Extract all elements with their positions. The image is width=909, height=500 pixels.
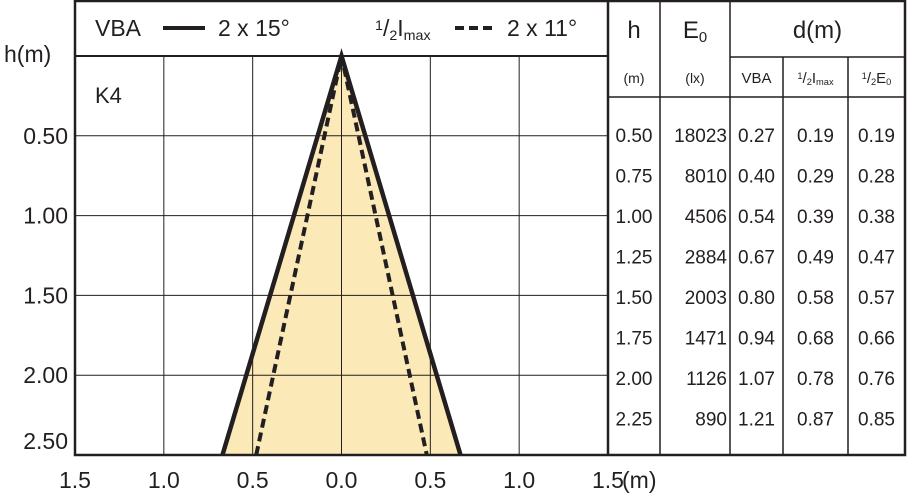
table-unit-part: 1 bbox=[862, 71, 867, 81]
table-header: d(m) bbox=[793, 17, 842, 44]
table-cell: 0.27 bbox=[738, 126, 775, 147]
table-cell: 0.28 bbox=[858, 167, 895, 188]
table-cell: 0.75 bbox=[616, 167, 653, 188]
table-cell: 1.25 bbox=[616, 248, 653, 269]
table-cell: 1.00 bbox=[616, 207, 653, 228]
table-cell: 4506 bbox=[685, 207, 727, 228]
table-cell: 1.50 bbox=[616, 288, 653, 309]
table-cell: 0.40 bbox=[738, 167, 775, 188]
table-header-part: d(m) bbox=[793, 17, 842, 44]
legend-label-part: VBA bbox=[95, 15, 142, 41]
table-cell: 0.78 bbox=[797, 369, 834, 390]
table-cell: 1.07 bbox=[738, 369, 775, 390]
table-cell: 0.38 bbox=[858, 207, 895, 228]
table-unit-part: max bbox=[816, 77, 834, 87]
table-unit-part: E bbox=[876, 70, 886, 87]
annotation: K4 bbox=[95, 83, 122, 108]
legend-entry: 2 x 15° bbox=[218, 15, 290, 41]
table-cell: 0.19 bbox=[858, 126, 895, 147]
legend-label-part: 1 bbox=[375, 18, 383, 34]
table-unit-part: 0 bbox=[886, 77, 891, 87]
table-unit-part: VBA bbox=[741, 70, 771, 87]
table-cell: 2.00 bbox=[616, 369, 653, 390]
legend-entry: 2 x 11° bbox=[507, 15, 577, 41]
table-cell: 0.67 bbox=[738, 248, 775, 269]
table-unit-part: (lx) bbox=[685, 70, 704, 86]
table-cell: 0.80 bbox=[738, 288, 775, 309]
x-tick-label: 0.0 bbox=[326, 467, 358, 493]
y-tick-label: 2.50 bbox=[23, 428, 68, 454]
table-cell: 0.85 bbox=[858, 410, 895, 431]
table-cell: 0.58 bbox=[797, 288, 834, 309]
table-cell: 1126 bbox=[686, 369, 727, 390]
table-cell: 0.66 bbox=[858, 329, 895, 350]
table-cell: 0.47 bbox=[858, 248, 895, 269]
table-unit-part: / bbox=[803, 70, 808, 87]
table-header: E0 bbox=[683, 17, 707, 46]
table-unit: (m) bbox=[624, 70, 645, 86]
y-tick-label: 2.00 bbox=[23, 362, 68, 388]
table-cell: 8010 bbox=[685, 167, 727, 188]
table-cell: 0.49 bbox=[797, 248, 834, 269]
table-cell: 2003 bbox=[685, 288, 727, 309]
table-cell: 0.57 bbox=[858, 288, 895, 309]
x-tick-label: 1.0 bbox=[148, 467, 180, 493]
frame bbox=[73, 0, 907, 457]
x-tick-label: 1.5 bbox=[59, 467, 91, 493]
table-cell: 0.50 bbox=[616, 126, 653, 147]
table-unit-part: 2 bbox=[807, 77, 812, 87]
table-unit-part: I bbox=[812, 70, 816, 87]
table-header-part: h bbox=[627, 17, 640, 44]
y-tick-label: 1.00 bbox=[23, 203, 68, 229]
table-unit-part: (m) bbox=[624, 70, 645, 86]
x-tick-label: 1.5 bbox=[592, 467, 624, 493]
legend-label-part: max bbox=[404, 28, 431, 44]
table-unit-part: / bbox=[867, 70, 872, 87]
x-tick-label: 1.0 bbox=[503, 467, 535, 493]
legend-label-part: / bbox=[383, 15, 390, 41]
table-unit: 1/2E0 bbox=[862, 70, 892, 87]
table-header-part: 0 bbox=[699, 30, 707, 46]
table-unit: (lx) bbox=[685, 70, 704, 86]
table-unit: 1/2Imax bbox=[797, 70, 834, 87]
table-cell: 0.19 bbox=[797, 126, 834, 147]
table-cell: 2.25 bbox=[616, 410, 653, 431]
table-unit-part: 1 bbox=[797, 71, 802, 81]
table-cell: 18023 bbox=[674, 126, 727, 147]
y-axis-label: h(m) bbox=[4, 41, 51, 67]
legend-label: 1/2Imax bbox=[375, 15, 431, 44]
table-cell: 0.68 bbox=[797, 329, 834, 350]
table-unit-part: 2 bbox=[871, 77, 876, 87]
table-cell: 890 bbox=[695, 410, 727, 431]
y-tick-label: 1.50 bbox=[23, 282, 68, 308]
table-cell: 1.21 bbox=[738, 410, 775, 431]
x-axis-label: (m) bbox=[622, 467, 656, 493]
legend-label: VBA bbox=[95, 15, 142, 41]
x-tick-label: 0.5 bbox=[414, 467, 446, 493]
table-cell: 0.54 bbox=[738, 207, 775, 228]
table-cell: 1471 bbox=[685, 329, 727, 350]
table-cell: 0.29 bbox=[797, 167, 834, 188]
table-cell: 0.39 bbox=[797, 207, 834, 228]
table-cell: 1.75 bbox=[616, 329, 653, 350]
table-cell: 2884 bbox=[685, 248, 728, 269]
legend-label-part: 2 bbox=[389, 28, 397, 44]
table-cell: 0.76 bbox=[858, 369, 895, 390]
y-tick-label: 0.50 bbox=[23, 123, 68, 149]
x-tick-label: 0.5 bbox=[237, 467, 269, 493]
table-cell: 0.94 bbox=[738, 329, 775, 350]
legend-label-part: I bbox=[397, 15, 403, 41]
table-header-part: E bbox=[683, 17, 699, 44]
table-unit: VBA bbox=[741, 70, 771, 87]
table-cell: 0.87 bbox=[797, 410, 834, 431]
table-header: h bbox=[627, 17, 640, 44]
